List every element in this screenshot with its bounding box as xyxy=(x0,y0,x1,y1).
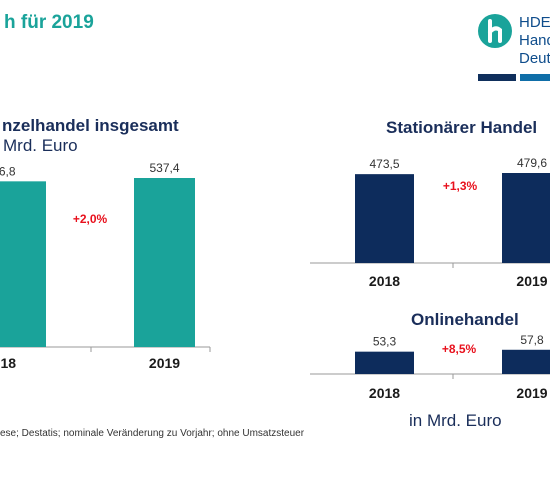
stationary-change-label: +1,3% xyxy=(443,179,478,193)
online-bar-2019 xyxy=(502,349,550,374)
total-chart-subtitle: Mrd. Euro xyxy=(3,136,78,155)
logo-bars xyxy=(478,74,550,81)
logo-line-1: HDE xyxy=(519,14,550,31)
unit-note: in Mrd. Euro xyxy=(409,411,502,430)
online-bar-2018 xyxy=(355,351,414,374)
logo-bar-light xyxy=(520,74,550,81)
online-change-label: +8,5% xyxy=(442,342,477,356)
total-change-label: +2,0% xyxy=(73,212,108,226)
stationary-category-2019: 2019 xyxy=(516,273,547,289)
page-title: h für 2019 xyxy=(4,12,94,33)
hde-logo-text: HDE Hand Deut xyxy=(519,14,550,68)
stationary-bar-2019 xyxy=(502,173,550,263)
total-bar-2019 xyxy=(134,178,195,347)
online-value-label-2018: 53,3 xyxy=(373,335,397,349)
total-value-label-2018: 526,8 xyxy=(0,164,16,178)
hde-logo-icon xyxy=(478,14,512,48)
stationary-value-label-2019: 479,6 xyxy=(517,156,547,170)
stationary-bar-2018 xyxy=(355,174,414,263)
stationary-category-2018: 2018 xyxy=(369,273,400,289)
total-chart-title: nzelhandel insgesamt xyxy=(2,116,179,135)
total-bar-2018 xyxy=(0,181,46,347)
hde-logo: HDE Hand Deut xyxy=(478,14,550,67)
stationary-chart-title: Stationärer Handel xyxy=(386,118,538,137)
logo-bar-dark xyxy=(478,74,516,81)
total-value-label-2019: 537,4 xyxy=(149,161,179,175)
logo-line-3: Deut xyxy=(519,50,550,67)
logo-line-2: Hand xyxy=(519,32,550,49)
stationary-value-label-2018: 473,5 xyxy=(369,157,399,171)
online-value-label-2019: 57,8 xyxy=(520,333,544,347)
total-category-2019: 2019 xyxy=(149,355,180,371)
online-category-2018: 2018 xyxy=(369,385,400,401)
online-category-2019: 2019 xyxy=(516,385,547,401)
total-category-2018: 2018 xyxy=(0,355,16,371)
online-chart-title: Onlinehandel xyxy=(411,310,519,329)
source-footnote: ese; Destatis; nominale Veränderung zu V… xyxy=(0,428,305,439)
